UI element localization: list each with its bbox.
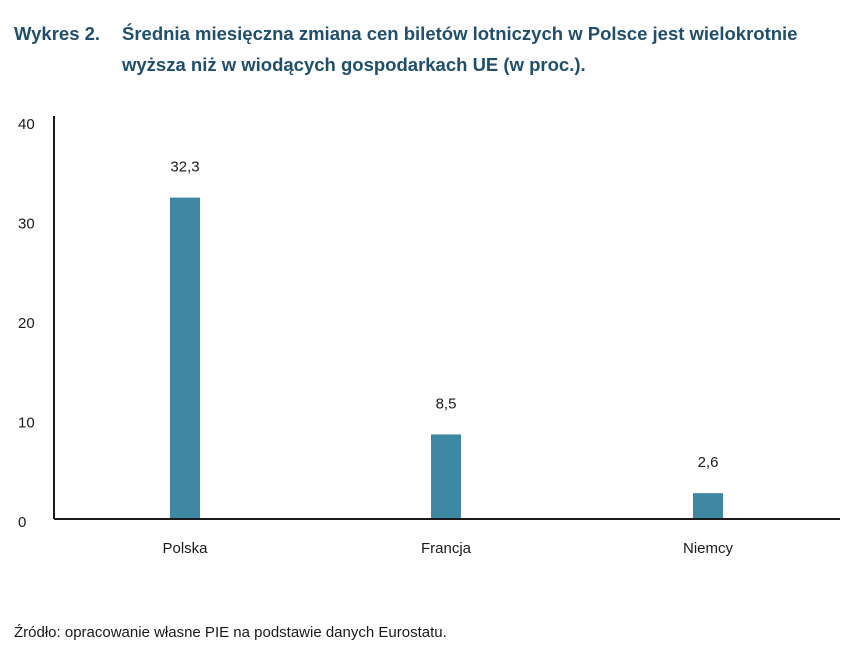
y-tick-label: 0	[18, 514, 26, 531]
data-label: 2,6	[698, 454, 719, 471]
bar-chart: 0 10 20 30 40 32,3 8,5 2,6 Polska Francja Niemcy	[18, 116, 840, 557]
bars-group	[170, 197, 723, 520]
y-tick-label: 30	[18, 216, 35, 233]
chart-title: Średnia miesięczna zmiana cen biletów lo…	[122, 23, 798, 75]
data-label: 32,3	[170, 159, 199, 176]
category-label: Polska	[162, 540, 208, 557]
bar-polska	[170, 197, 200, 520]
data-label: 8,5	[436, 395, 457, 412]
y-tick-label: 10	[18, 415, 35, 432]
category-label: Francja	[421, 540, 472, 557]
data-labels-group: 32,3 8,5 2,6	[170, 159, 718, 472]
y-axis-ticks: 0 10 20 30 40	[18, 116, 35, 531]
category-labels-group: Polska Francja Niemcy	[162, 540, 733, 557]
source-note: Źródło: opracowanie własne PIE na podsta…	[14, 624, 447, 641]
bar-francja	[431, 434, 461, 519]
bar-niemcy	[693, 493, 723, 519]
category-label: Niemcy	[683, 540, 734, 557]
y-tick-label: 40	[18, 116, 35, 133]
y-tick-label: 20	[18, 315, 35, 332]
chart-number: Wykres 2.	[14, 23, 101, 44]
